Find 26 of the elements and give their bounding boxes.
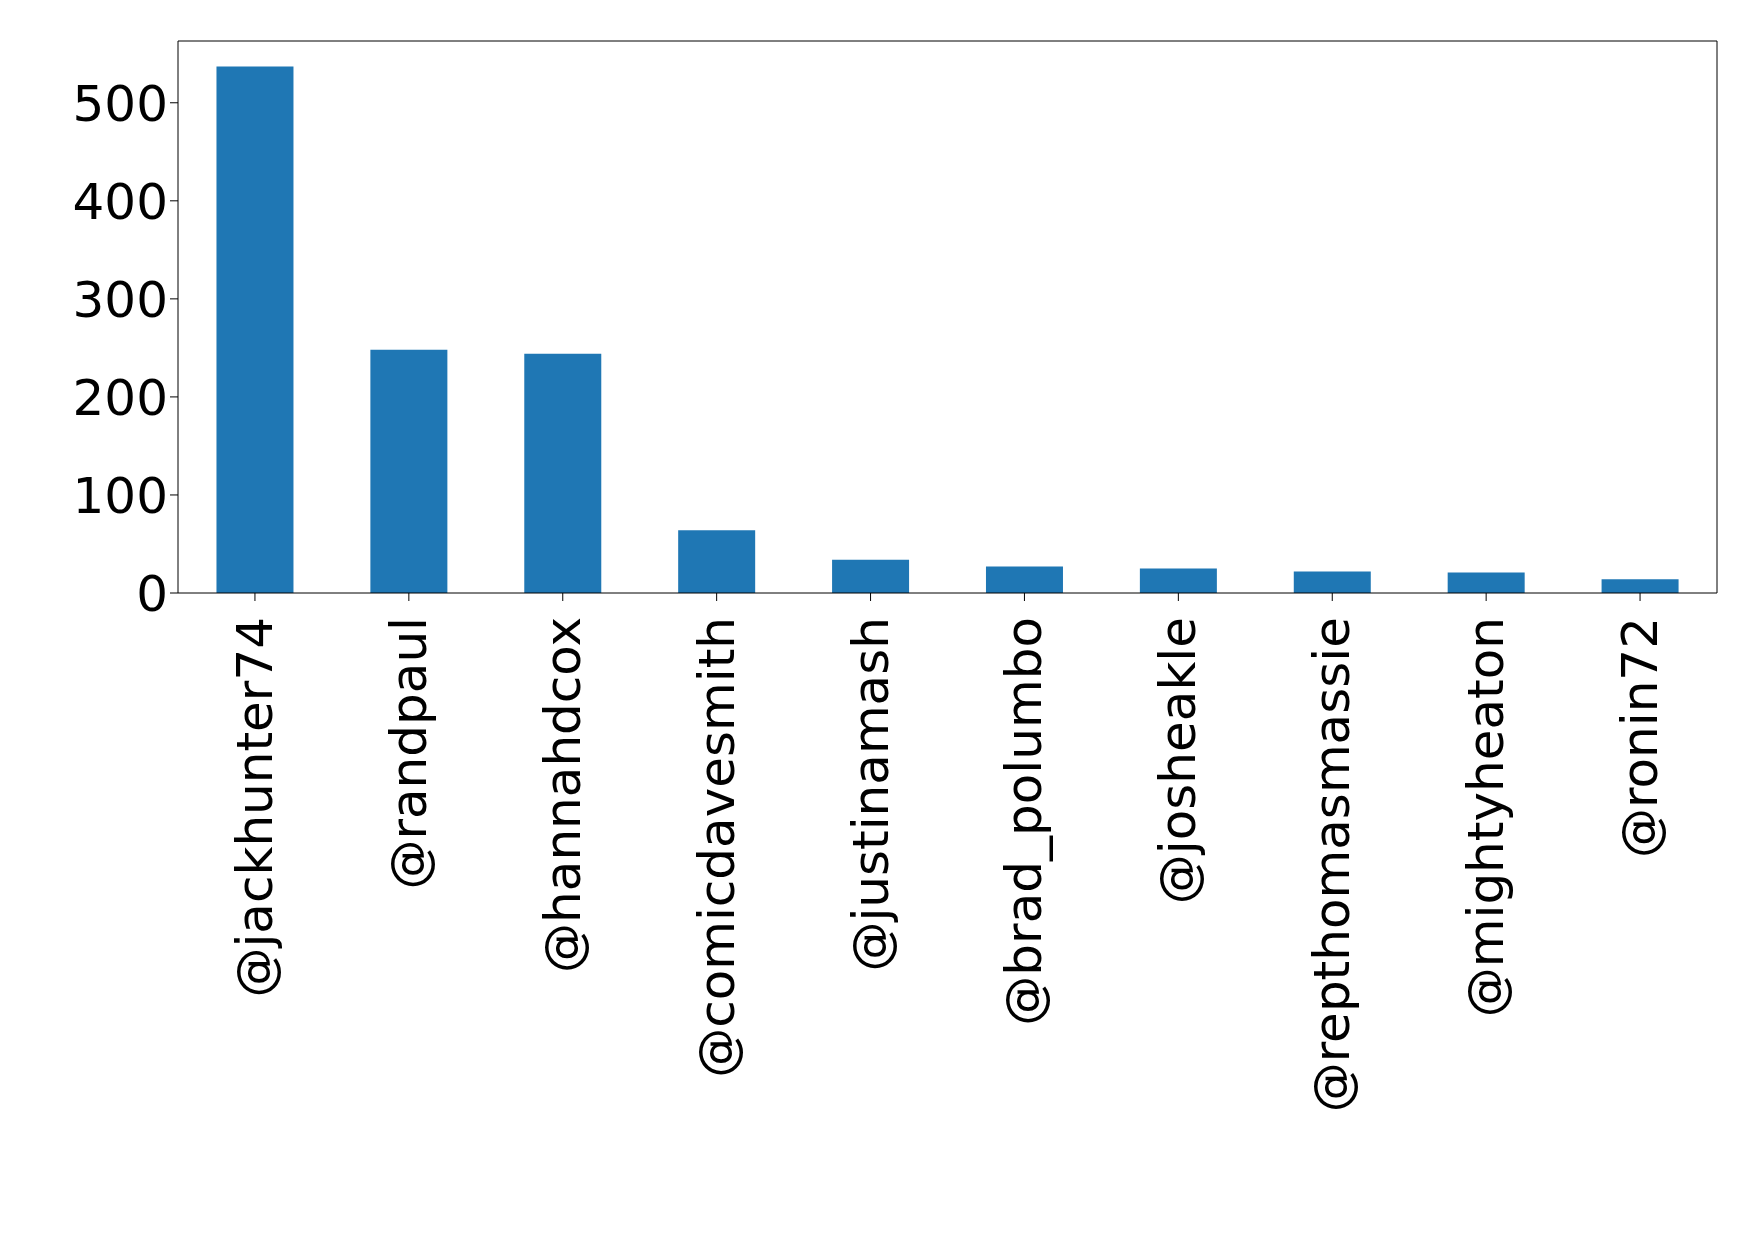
bar — [678, 530, 756, 593]
bar — [832, 559, 910, 593]
bar — [1139, 568, 1217, 593]
y-tick-label: 0 — [136, 564, 168, 623]
bar — [1293, 571, 1371, 593]
y-tick-label: 500 — [72, 74, 168, 133]
x-tick-label: @jackhunter74 — [225, 617, 284, 998]
x-tick-label: @josheakle — [1149, 617, 1208, 905]
x-tick-label: @brad_polumbo — [995, 617, 1054, 1026]
x-tick-label: @justinamash — [841, 617, 900, 972]
x-tick-label: @randpaul — [379, 617, 438, 890]
bar — [524, 353, 602, 593]
x-tick-label: @hannahdcox — [533, 617, 592, 973]
bar — [216, 66, 294, 593]
bar — [1447, 572, 1525, 593]
bar — [1601, 579, 1679, 593]
x-tick-label: @repthomasmassie — [1303, 617, 1362, 1113]
bar — [370, 349, 448, 593]
y-tick-label: 300 — [72, 270, 168, 329]
bar — [985, 566, 1063, 593]
y-tick-label: 400 — [72, 172, 168, 231]
x-tick-label: @mightyheaton — [1457, 617, 1516, 1018]
y-tick-label: 200 — [72, 368, 168, 427]
x-tick-label: @comicdavesmith — [687, 617, 746, 1078]
x-tick-label: @ronin72 — [1611, 617, 1670, 858]
y-tick-label: 100 — [72, 466, 168, 525]
